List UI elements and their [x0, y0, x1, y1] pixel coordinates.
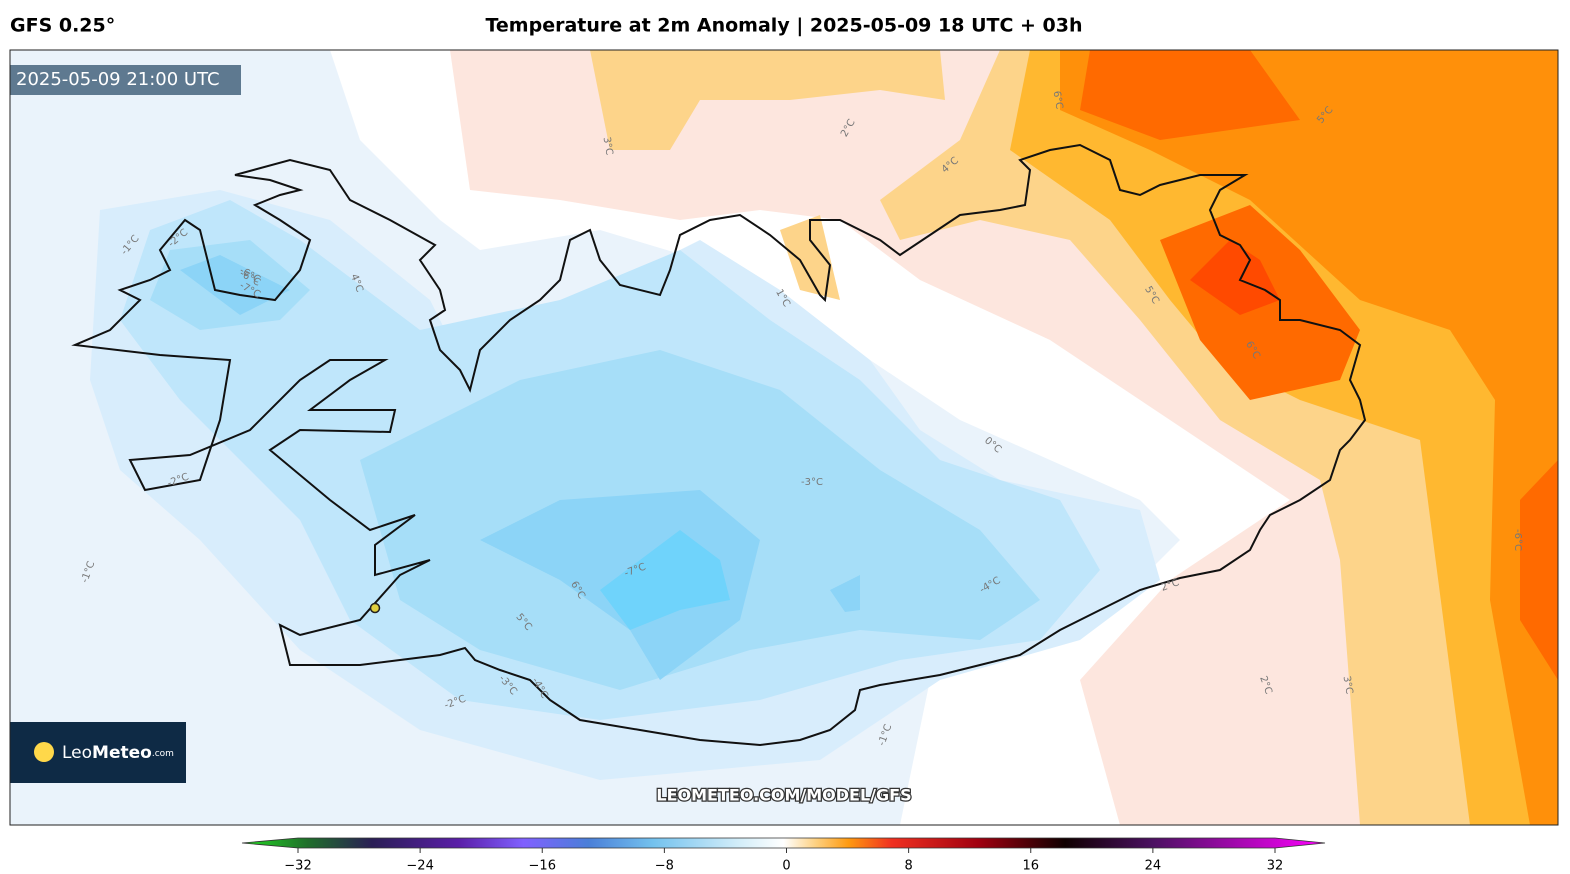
map-frame	[9, 49, 1559, 826]
colorbar-tick-label: −8	[655, 859, 674, 874]
colorbar-tick-label: −24	[406, 859, 433, 874]
colorbar-tick-label: 0	[782, 859, 790, 874]
valid-time: 2025-05-09 21:00 UTC	[16, 69, 220, 90]
colorbar-tick-label: 32	[1267, 859, 1284, 874]
colorbar-tick-label: −32	[284, 859, 311, 874]
map-title: Temperature at 2m Anomaly | 2025-05-09 1…	[485, 15, 1082, 37]
contour-label: -3°C	[801, 477, 823, 488]
logo-bold: Meteo	[92, 743, 152, 763]
colorbar-tick-label: −16	[529, 859, 556, 874]
colorbar: −32 −24 −16 −8 0 8 16 24 32	[241, 837, 1326, 874]
logo-suffix: .com	[152, 749, 174, 759]
warm-zone-6	[1190, 240, 1280, 315]
warm-zone-4	[1060, 50, 1558, 825]
contour-label: 6°C	[1050, 90, 1064, 110]
map: -1°C-2°C-6°C-7°C 4°C-2°C-1°C1°C3°C2°C4°C6…	[10, 50, 1558, 825]
contour-label: 3°C	[1340, 675, 1354, 695]
colorbar-tick-label: 16	[1022, 859, 1039, 874]
warm-zone-5	[1080, 50, 1558, 680]
contour-label: 3°C	[600, 136, 614, 156]
colorbar-tick-label: 8	[904, 859, 912, 874]
contour-label: -6°C	[1512, 529, 1523, 551]
logo-light: Leo	[62, 743, 92, 763]
logo-sun	[34, 742, 54, 762]
cold-zone-5	[600, 530, 730, 630]
logo-text: LeoMeteo.com	[62, 743, 174, 763]
coastline	[71, 143, 1367, 747]
location-marker	[369, 602, 381, 614]
cold-zone-3	[150, 240, 1040, 690]
model-label: GFS 0.25°	[10, 15, 115, 37]
colorbar-tick-label: 24	[1145, 859, 1162, 874]
watermark: LEOMETEO.COM/MODEL/GFS	[656, 786, 911, 805]
colorbar-scale	[241, 837, 1326, 849]
time-box	[10, 65, 241, 95]
